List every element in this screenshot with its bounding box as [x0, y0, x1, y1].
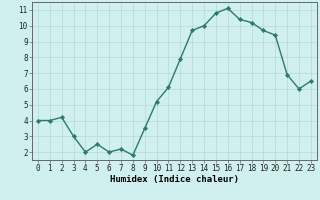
X-axis label: Humidex (Indice chaleur): Humidex (Indice chaleur) — [110, 175, 239, 184]
